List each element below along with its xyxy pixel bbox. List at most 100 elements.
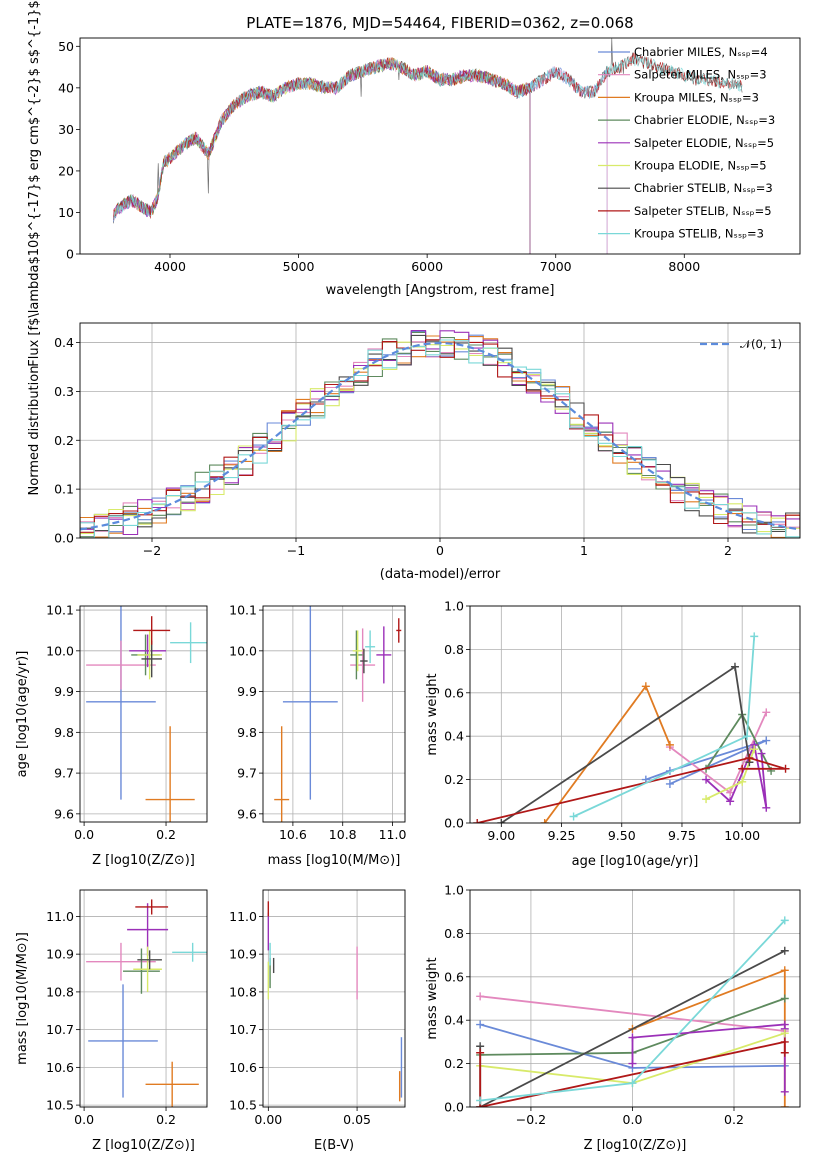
x-tick-label: 2: [724, 543, 732, 558]
x-axis-label: Z [log10(Z/Z⊙)]: [584, 1138, 687, 1153]
legend-entry: Kroupa MILES, Nₛₛₚ=3: [634, 90, 759, 104]
y-tick-label: 0.8: [444, 926, 464, 941]
legend-entry: Salpeter STELIB, Nₛₛₚ=5: [634, 204, 772, 218]
y-tick-label: 9.9: [54, 684, 74, 699]
y-tick-label: 10.9: [229, 947, 257, 962]
data-point: [569, 812, 578, 821]
data-point: [628, 1079, 637, 1088]
x-tick-label: 5000: [283, 259, 315, 274]
x-axis-label: E(B-V): [314, 1138, 354, 1153]
data-point: [476, 1020, 485, 1029]
data-point: [628, 1033, 637, 1042]
chart-age-vs-mass: 10.6 10.8 11.0 9.6 9.7 9.8 9.9 10.0 10.1 mass [lo…: [229, 603, 406, 868]
chart-mass-weight-vs-Z: −0.2 0.0 0.2 0.0 0.2 0.4 0.6 0.8 1.0 Z [log10(Z/Z…: [425, 883, 801, 1153]
y-tick-label: 10.6: [46, 1060, 74, 1075]
x-tick-label: 0.2: [724, 1112, 744, 1127]
y-tick-label: 0: [66, 247, 74, 262]
y-axis-label: age [log10(age/yr)]: [15, 651, 30, 778]
data-point: [665, 740, 674, 749]
plot-area: [86, 606, 207, 822]
axes-frame: [469, 889, 801, 1108]
y-tick-label: 0.6: [444, 685, 464, 700]
axes-frame: [79, 37, 801, 255]
data-point: [781, 764, 790, 773]
x-tick-label: 0.0: [74, 827, 94, 842]
plot-area: [80, 330, 800, 538]
data-point: [780, 1087, 789, 1096]
data-point: [702, 775, 711, 784]
x-axis-label: mass [log10(M/M⊙)]: [268, 853, 401, 868]
axes-frame: [469, 605, 801, 824]
data-point: [730, 662, 739, 671]
series-line: [645, 739, 767, 785]
y-tick-label: 1.0: [444, 883, 464, 898]
y-axis-label: mass weight: [425, 957, 440, 1039]
y-axis-label: mass [log10(M/M⊙)]: [15, 932, 30, 1065]
y-tick-label: 0.2: [444, 1056, 464, 1071]
data-point: [780, 994, 789, 1003]
data-point: [473, 819, 482, 823]
data-point: [780, 1037, 789, 1046]
x-tick-label: 4000: [154, 259, 186, 274]
x-tick-label: 0.2: [156, 1112, 176, 1127]
axes-frame: [79, 322, 801, 539]
x-tick-label: 0.00: [254, 1112, 282, 1127]
data-point: [665, 779, 674, 788]
series-line: [500, 665, 751, 823]
x-tick-label: 0: [436, 543, 444, 558]
data-point: [780, 1048, 789, 1057]
data-point: [702, 795, 711, 804]
data-point: [628, 1059, 637, 1068]
x-tick-label: 9.25: [548, 828, 576, 843]
data-point: [757, 749, 766, 758]
chart-spectrum: 4000 5000 6000 7000 8000 0 10 20 30 40 50 wavelengt…: [27, 0, 801, 367]
histogram-step: [80, 339, 800, 538]
data-point: [780, 966, 789, 975]
chart-mass-weight-vs-age: 9.00 9.25 9.50 9.75 10.00 0.0 0.2 0.4 0.6 0.8 1.0 a…: [425, 599, 801, 869]
x-tick-label: 1: [580, 543, 588, 558]
plot-area: [476, 916, 789, 1107]
y-tick-label: 9.9: [237, 684, 257, 699]
axes-frame: [79, 605, 208, 823]
y-tick-label: 10.7: [46, 1022, 74, 1037]
y-tick-label: 10.0: [46, 643, 74, 658]
plot-area: [473, 632, 790, 823]
data-point: [738, 777, 747, 786]
y-tick-label: 50: [58, 39, 74, 54]
data-point: [738, 764, 747, 773]
y-tick-label: 9.7: [237, 766, 257, 781]
chart-mass-vs-Z: 0.0 0.2 10.5 10.6 10.7 10.8 10.9 11.0 Z [log10(Z…: [15, 889, 208, 1153]
y-tick-label: 10.8: [46, 984, 74, 999]
plot-area: [86, 899, 207, 1107]
data-point: [540, 819, 549, 823]
x-tick-label: 9.75: [668, 828, 696, 843]
y-axis-label: mass weight: [425, 673, 440, 755]
data-point: [762, 708, 771, 717]
y-axis-label: Normed distribution: [27, 366, 42, 496]
data-point: [497, 819, 506, 823]
legend-entry: Kroupa ELODIE, Nₛₛₚ=5: [634, 159, 767, 173]
data-point: [780, 1103, 789, 1107]
data-point: [476, 992, 485, 1001]
x-tick-label: 10.6: [279, 827, 307, 842]
x-tick-label: 9.50: [608, 828, 636, 843]
y-tick-label: 10.9: [46, 947, 74, 962]
plot-area: [267, 901, 403, 1102]
y-tick-label: 10.7: [229, 1022, 257, 1037]
y-tick-label: 11.0: [46, 909, 74, 924]
y-tick-label: 1.0: [444, 599, 464, 614]
chart-age-vs-Z: 0.0 0.2 9.6 9.7 9.8 9.9 10.0 10.1 Z [log10(Z/Z⊙)…: [15, 603, 208, 868]
x-tick-label: 7000: [540, 259, 572, 274]
y-tick-label: 0.6: [444, 969, 464, 984]
x-axis-label: Z [log10(Z/Z⊙)]: [92, 1138, 195, 1153]
data-point: [476, 1048, 485, 1057]
x-tick-label: −1: [287, 543, 305, 558]
series-line: [480, 995, 785, 1032]
x-axis-label: (data-model)/error: [380, 567, 501, 582]
x-axis-label: wavelength [Angstrom, rest frame]: [326, 283, 555, 298]
data-point: [750, 632, 759, 641]
x-tick-label: 9.00: [487, 828, 515, 843]
axes-frame: [79, 889, 208, 1108]
data-point: [726, 788, 735, 797]
